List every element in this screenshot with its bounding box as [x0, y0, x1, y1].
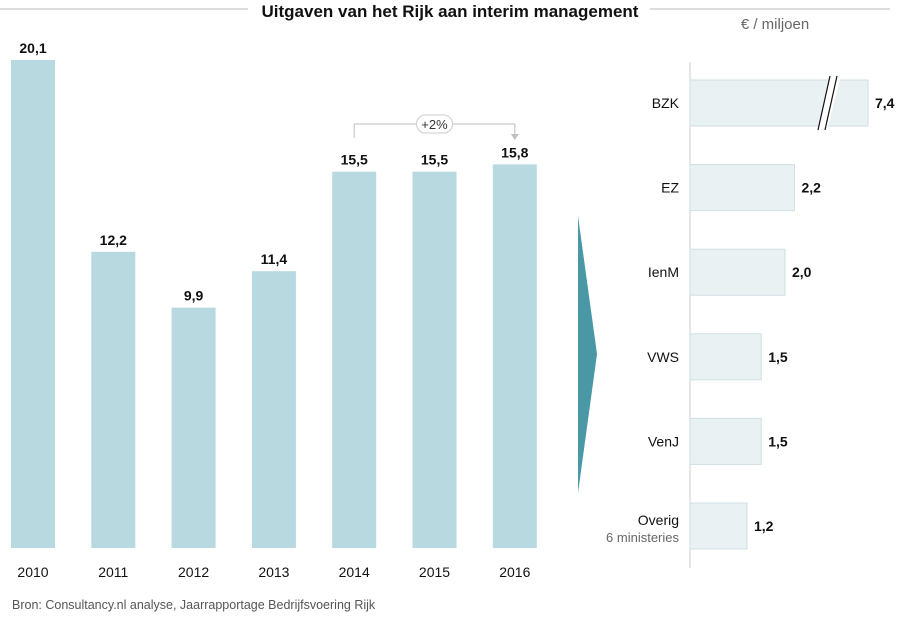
value-label-2013: 11,4 — [261, 251, 288, 267]
ministry-label-bzk: BZK — [652, 95, 680, 111]
annotation-arrowhead — [510, 134, 519, 140]
ministry-label-overig: Overig — [638, 512, 679, 528]
year-label-2014: 2014 — [339, 564, 370, 580]
annotation-text: +2% — [421, 117, 448, 132]
annotation-line-left — [353, 123, 417, 138]
year-label-2013: 2013 — [258, 564, 289, 580]
bar-2010 — [11, 60, 55, 548]
yearly-bars: 20,1 2010 12,2 2011 9,9 2012 11,4 2013 15,5 2014 1… — [11, 40, 537, 580]
bar-2015 — [412, 171, 457, 549]
ministry-value-overig: 1,2 — [754, 518, 774, 534]
axis-break-mark-2 — [824, 75, 838, 131]
bar-2011 — [91, 251, 136, 548]
year-label-2016: 2016 — [499, 564, 530, 580]
ministry-label-ienm: IenM — [648, 264, 679, 280]
ministry-value-vws: 1,5 — [768, 349, 788, 365]
bar-2012 — [171, 307, 216, 548]
ministry-label-venj: VenJ — [648, 433, 679, 449]
value-label-2010: 20,1 — [19, 40, 46, 56]
ministry-value-ienm: 2,0 — [792, 264, 812, 280]
value-label-2015: 15,5 — [421, 152, 448, 168]
ministry-value-venj: 1,5 — [768, 433, 788, 449]
year-label-2015: 2015 — [419, 564, 450, 580]
value-label-2012: 9,9 — [184, 288, 204, 304]
bar-2016 — [492, 164, 537, 548]
ministry-label-ez: EZ — [661, 180, 679, 196]
ministry-value-ez: 2,2 — [802, 180, 822, 196]
ministry-bar-ez — [689, 164, 795, 212]
value-label-2011: 12,2 — [100, 232, 127, 248]
ministry-bar-venj — [689, 417, 762, 465]
value-label-2016: 15,8 — [501, 144, 528, 160]
source-note: Bron: Consultancy.nl analyse, Jaarrappor… — [12, 598, 376, 612]
ministry-sublabel-overig: 6 ministeries — [606, 530, 679, 545]
bar-2013 — [251, 271, 296, 548]
annotation-box — [416, 114, 453, 134]
bar-2014 — [332, 171, 377, 549]
growth-annotation: +2% — [353, 114, 519, 140]
ministry-bar-overig — [689, 502, 748, 550]
year-label-2011: 2011 — [98, 564, 128, 580]
expand-arrow — [578, 216, 597, 493]
year-label-2012: 2012 — [178, 564, 209, 580]
ministry-value-bzk: 7,4 — [875, 95, 895, 111]
ministry-bars: 7,4 BZK 2,2 EZ 2,0 IenM 1,5 VWS 1,5 VenJ 1,2 Overig… — [606, 75, 895, 550]
value-label-2014: 15,5 — [341, 152, 368, 168]
ministry-bar-vws — [689, 333, 762, 381]
year-label-2010: 2010 — [17, 564, 48, 580]
annotation-line-right — [452, 123, 516, 136]
axis-break-mark-1 — [817, 75, 831, 131]
ministry-bar-ienm — [689, 248, 786, 296]
ministry-label-vws: VWS — [647, 349, 679, 365]
unit-label: € / miljoen — [740, 16, 810, 33]
axis-break-gap — [817, 78, 841, 128]
ministry-bar-bzk — [689, 79, 869, 127]
chart-title: Uitgaven van het Rijk aan interim manage… — [261, 2, 639, 21]
